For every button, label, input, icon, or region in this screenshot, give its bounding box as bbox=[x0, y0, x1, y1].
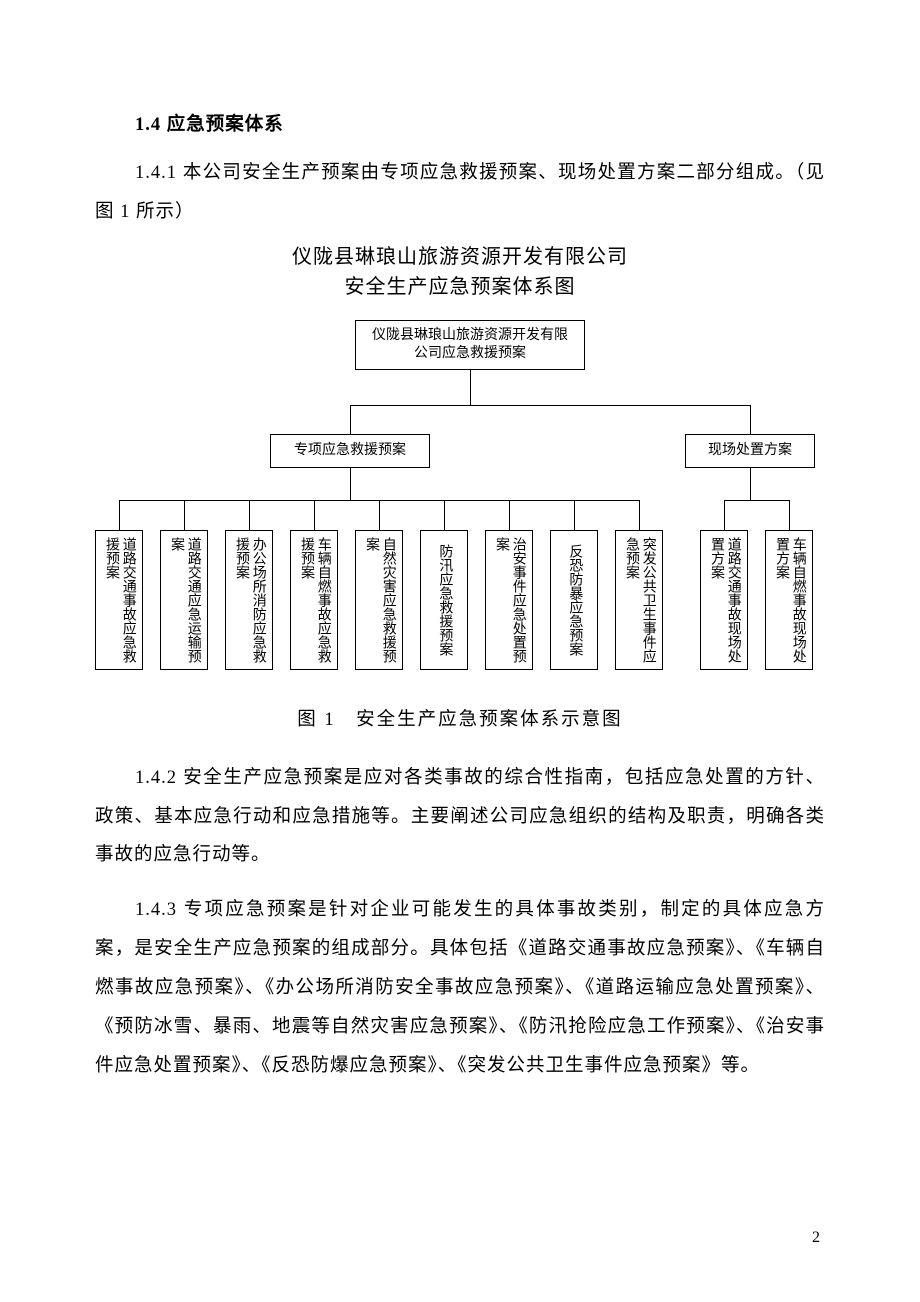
connector-line bbox=[249, 500, 250, 530]
leaf-node: 道路交通应急运输预案 bbox=[160, 530, 208, 670]
paragraph-1-4-3: 1.4.3 专项应急预案是针对企业可能发生的具体事故类别，制定的具体应急方案，是… bbox=[95, 891, 825, 1085]
connector-line bbox=[639, 500, 640, 530]
leaf-node: 道路交通事故应急救援预案 bbox=[95, 530, 143, 670]
leaf-node: 防汛应急救援预案 bbox=[420, 530, 468, 670]
paragraph-1-4-1: 1.4.1 本公司安全生产预案由专项应急救援预案、现场处置方案二部分组成。（见图… bbox=[95, 154, 825, 232]
connector-line bbox=[789, 500, 790, 530]
page-number: 2 bbox=[812, 1229, 820, 1247]
leaf-node: 道路交通事故现场处置方案 bbox=[700, 530, 748, 670]
paragraph-1-4-2: 1.4.2 安全生产应急预案是应对各类事故的综合性指南，包括应急处置的方针、政策… bbox=[95, 759, 825, 876]
connector-line bbox=[314, 500, 315, 530]
figure-caption: 图 1 安全生产应急预案体系示意图 bbox=[95, 705, 825, 731]
leaf-node: 办公场所消防应急救援预案 bbox=[225, 530, 273, 670]
leaf-node: 自然灾害应急救援预案 bbox=[355, 530, 403, 670]
branch-node: 仪陇县琳琅山旅游资源开发有限公司应急救援预案 bbox=[355, 320, 585, 370]
branch-node: 现场处置方案 bbox=[685, 434, 815, 468]
leaf-node: 反恐防暴应急预案 bbox=[550, 530, 598, 670]
connector-line bbox=[750, 468, 751, 500]
connector-line bbox=[724, 500, 789, 501]
leaf-node: 车辆自燃事故现场处置方案 bbox=[765, 530, 813, 670]
chart-title: 仪陇县琳琅山旅游资源开发有限公司 安全生产应急预案体系图 bbox=[95, 242, 825, 302]
connector-line bbox=[470, 370, 471, 405]
connector-line bbox=[444, 500, 445, 530]
org-chart: 仪陇县琳琅山旅游资源开发有限公司应急救援预案专项应急救援预案 现场处置方案道路交通… bbox=[95, 320, 855, 670]
connector-line bbox=[350, 405, 750, 406]
connector-line bbox=[184, 500, 185, 530]
section-header: 1.4 应急预案体系 bbox=[135, 110, 825, 136]
branch-node: 专项应急救援预案 bbox=[270, 434, 430, 468]
connector-line bbox=[574, 500, 575, 530]
chart-title-line2: 安全生产应急预案体系图 bbox=[95, 272, 825, 302]
leaf-node: 车辆自燃事故应急救援预案 bbox=[290, 530, 338, 670]
connector-line bbox=[724, 500, 725, 530]
connector-line bbox=[350, 405, 351, 434]
connector-line bbox=[750, 405, 751, 434]
connector-line bbox=[509, 500, 510, 530]
leaf-node: 治安事件应急处置预案 bbox=[485, 530, 533, 670]
chart-title-line1: 仪陇县琳琅山旅游资源开发有限公司 bbox=[95, 242, 825, 272]
connector-line bbox=[119, 500, 120, 530]
connector-line bbox=[350, 468, 351, 500]
connector-line bbox=[379, 500, 380, 530]
leaf-node: 突发公共卫生事件应急预案 bbox=[615, 530, 663, 670]
